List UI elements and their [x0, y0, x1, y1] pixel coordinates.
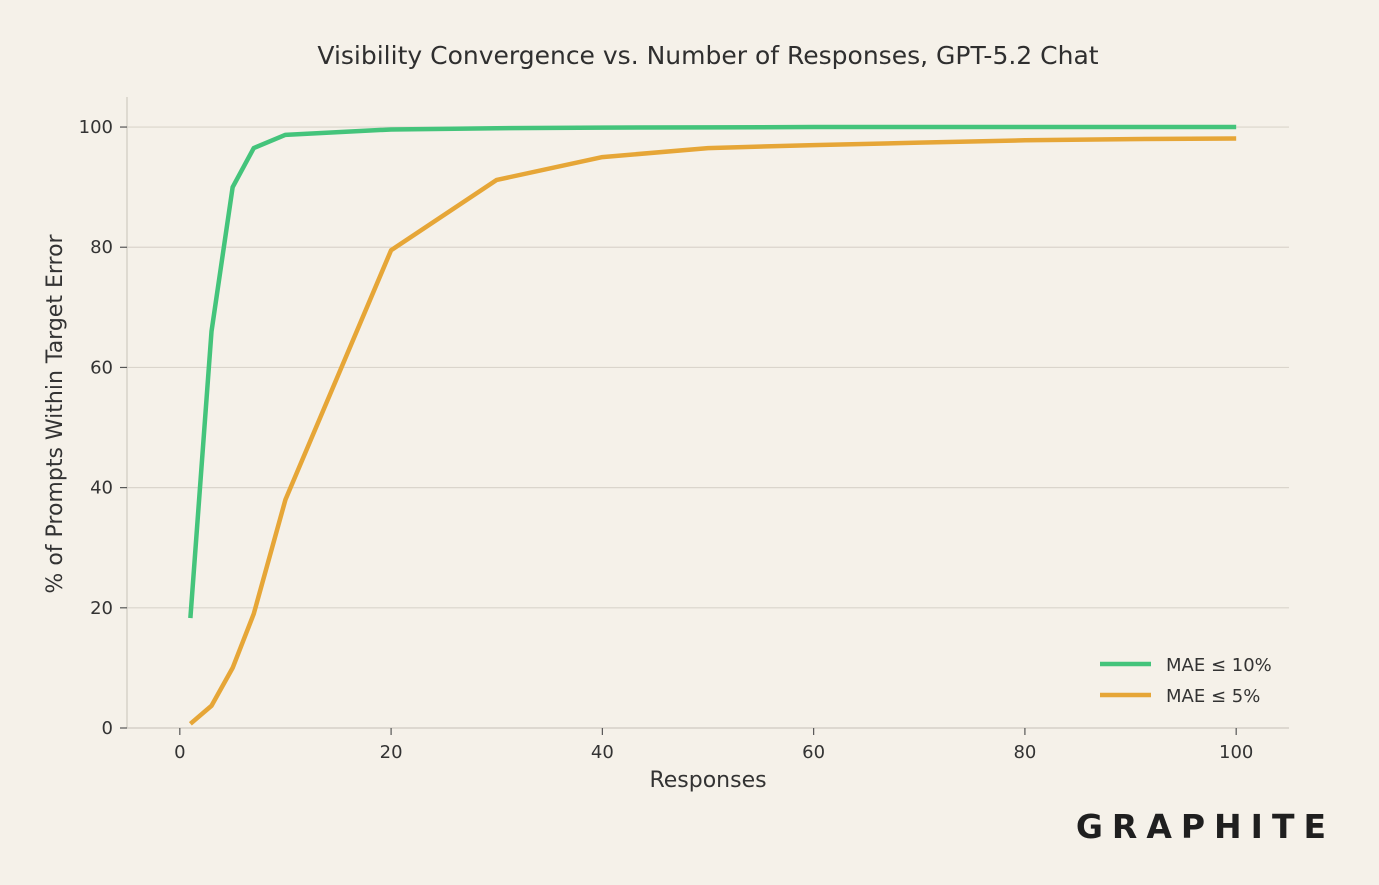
y-tick-label: 80	[90, 237, 113, 258]
x-tick-label: 100	[1219, 742, 1253, 763]
y-tick-label: 0	[102, 718, 113, 739]
axes	[126, 97, 1289, 729]
x-axis-label: Responses	[649, 768, 766, 793]
x-tick-label: 0	[174, 742, 185, 763]
y-tick-label: 40	[90, 478, 113, 499]
x-tick-label: 20	[380, 742, 403, 763]
x-tick-label: 60	[802, 742, 825, 763]
series-line-mae-5	[188, 136, 1237, 726]
x-tick-label: 40	[591, 742, 614, 763]
series-line-mae-10	[188, 124, 1237, 619]
y-tick-label: 60	[90, 357, 113, 378]
y-axis-label: % of Prompts Within Target Error	[43, 233, 68, 593]
legend: MAE ≤ 10% MAE ≤ 5%	[1100, 655, 1272, 707]
chart-title: Visibility Convergence vs. Number of Res…	[317, 41, 1098, 70]
legend-label-mae-5: MAE ≤ 5%	[1166, 686, 1260, 707]
y-tick-label: 100	[79, 117, 113, 138]
grid-lines	[127, 126, 1289, 609]
x-tick-label: 80	[1013, 742, 1036, 763]
series-lines	[188, 124, 1237, 726]
graphite-logo: GRAPHITE	[1076, 807, 1335, 846]
ticks: 0 20 40 60 80 100 0 20 40 60 80 100	[79, 117, 1254, 763]
legend-label-mae-10: MAE ≤ 10%	[1166, 655, 1272, 676]
y-tick-label: 20	[90, 598, 113, 619]
